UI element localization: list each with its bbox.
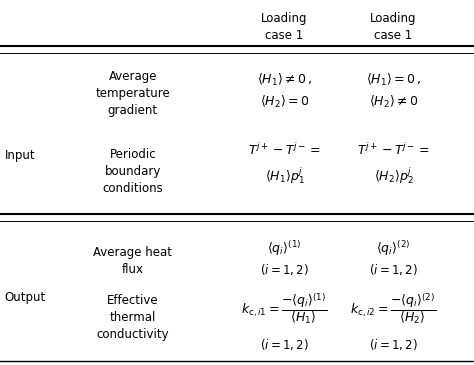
Text: Input: Input: [5, 149, 36, 162]
Text: $\langle H_2 \rangle = 0$: $\langle H_2 \rangle = 0$: [260, 93, 309, 110]
Text: $(i = 1,2)$: $(i = 1,2)$: [369, 337, 418, 353]
Text: Output: Output: [5, 291, 46, 304]
Text: $\langle H_2 \rangle p_2^j$: $\langle H_2 \rangle p_2^j$: [374, 165, 413, 186]
Text: $\langle q_i \rangle^{(1)}$: $\langle q_i \rangle^{(1)}$: [267, 239, 301, 258]
Text: $T^{j+} - T^{j-} =$: $T^{j+} - T^{j-} =$: [248, 142, 321, 158]
Text: $T^{j+} - T^{j-} =$: $T^{j+} - T^{j-} =$: [357, 142, 430, 158]
Text: $\langle q_i \rangle^{(2)}$: $\langle q_i \rangle^{(2)}$: [376, 239, 410, 258]
Text: $(i = 1,2)$: $(i = 1,2)$: [260, 337, 309, 353]
Text: $\langle H_1 \rangle p_1^j$: $\langle H_1 \rangle p_1^j$: [264, 165, 304, 186]
Text: $(i = 1,2)$: $(i = 1,2)$: [260, 262, 309, 277]
Text: $k_{\mathrm{c},i1} = \dfrac{-\langle q_i \rangle^{(1)}}{\langle H_1 \rangle}$: $k_{\mathrm{c},i1} = \dfrac{-\langle q_i…: [241, 291, 328, 326]
Text: $(i = 1,2)$: $(i = 1,2)$: [369, 262, 418, 277]
Text: Average
temperature
gradient: Average temperature gradient: [95, 70, 170, 116]
Text: $\langle H_1 \rangle \neq 0\,,$: $\langle H_1 \rangle \neq 0\,,$: [257, 72, 312, 88]
Text: Average heat
flux: Average heat flux: [93, 246, 172, 276]
Text: Loading
case 1: Loading case 1: [261, 12, 308, 42]
Text: Loading
case 1: Loading case 1: [370, 12, 417, 42]
Text: Effective
thermal
conductivity: Effective thermal conductivity: [96, 294, 169, 341]
Text: Periodic
boundary
conditions: Periodic boundary conditions: [102, 148, 163, 195]
Text: $k_{\mathrm{c},i2} = \dfrac{-\langle q_i \rangle^{(2)}}{\langle H_2 \rangle}$: $k_{\mathrm{c},i2} = \dfrac{-\langle q_i…: [350, 291, 437, 326]
Text: $\langle H_2 \rangle \neq 0$: $\langle H_2 \rangle \neq 0$: [369, 93, 418, 110]
Text: $\langle H_1 \rangle = 0\,,$: $\langle H_1 \rangle = 0\,,$: [366, 72, 421, 88]
